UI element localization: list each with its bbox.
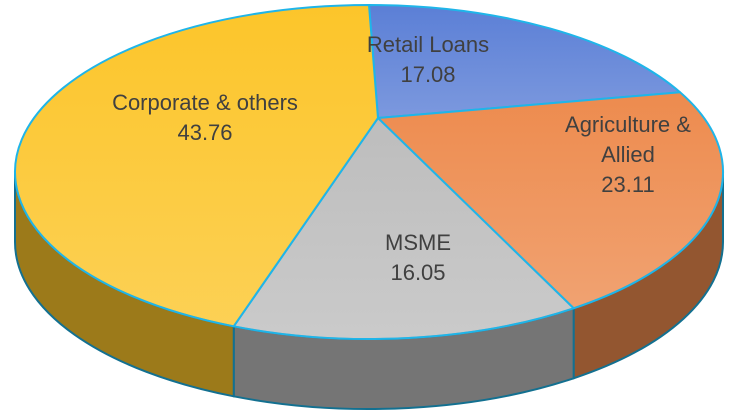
value-label: 43.76	[177, 120, 233, 145]
value-label: 17.08	[400, 62, 456, 87]
pie-slice	[377, 91, 724, 310]
pie-slice	[232, 117, 575, 340]
data-label: Retail Loans 17.08	[363, 30, 493, 90]
data-label: Agriculture & Allied 23.11	[543, 110, 713, 200]
category-label: MSME	[385, 230, 451, 255]
pie-slice	[14, 4, 379, 328]
category-label: Retail Loans	[366, 32, 490, 57]
value-label: 16.05	[390, 260, 446, 285]
pie-slice	[368, 4, 682, 119]
value-label: 23.11	[601, 172, 655, 197]
data-label: Corporate & others 43.76	[105, 88, 305, 148]
category-label: Corporate & others	[112, 90, 298, 115]
category-label: Agriculture & Allied	[565, 112, 691, 167]
data-label: MSME 16.05	[343, 228, 493, 288]
